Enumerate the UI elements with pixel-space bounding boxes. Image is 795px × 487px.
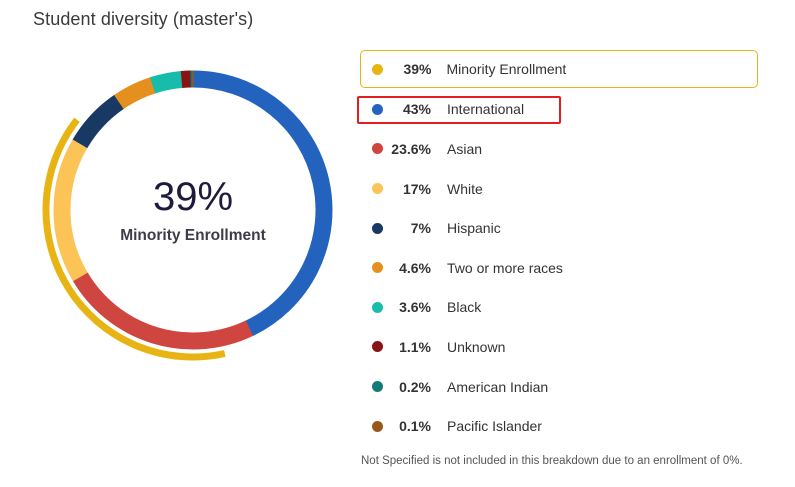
legend-dot [372,381,383,393]
legend-dot [371,63,383,75]
legend-label: White [447,180,483,197]
donut-slice-two-or-more-races[interactable] [114,77,157,110]
legend-dot [372,301,383,313]
legend-percent: 0.2% [399,378,431,395]
legend-label: Pacific Islander [447,418,542,435]
legend-percent: 39% [403,61,432,77]
legend-item-minority-enrollment[interactable]: 39% Minority Enrollment [360,50,758,88]
legend-label: Black [447,299,482,316]
legend-dot [372,183,383,195]
legend-item-international[interactable]: 43% International [360,90,758,130]
footnote: Not Specified is not included in this br… [361,455,743,467]
minority-arc [42,117,226,361]
legend-item-american-indian[interactable]: 0.2% American Indian [360,367,758,407]
legend-dot [372,262,383,274]
legend-label: Minority Enrollment [446,61,567,77]
donut-slice-asian[interactable] [72,271,254,350]
donut-slice-white[interactable] [53,138,88,282]
legend-label: International [447,101,525,118]
legend-dot [372,143,383,155]
legend-item-pacific-islander[interactable]: 0.1% Pacific Islander [360,406,758,446]
legend-item-asian[interactable]: 23.6% Asian [360,129,758,169]
annotation-highlight-box [357,96,561,124]
legend-dot [372,420,383,432]
legend-label: Two or more races [447,259,563,276]
legend-percent: 17% [402,180,431,197]
legend-label: Unknown [447,338,506,355]
legend-item-black[interactable]: 3.6% Black [360,288,758,328]
donut-slice-black[interactable] [149,70,184,94]
donut-chart: 39% Minority Enrollment [42,70,333,361]
legend-percent: 43% [402,101,431,118]
legend-label: American Indian [447,378,549,395]
legend: 39% Minority Enrollment 43% Internationa… [360,50,758,446]
legend-dot [372,222,383,234]
donut-slice-hispanic[interactable] [72,94,125,149]
center-value: 39% [153,175,233,219]
legend-dot [372,341,383,353]
legend-percent: 4.6% [399,259,431,276]
donut-slice-international[interactable] [192,70,333,337]
legend-item-white[interactable]: 17% White [360,169,758,209]
legend-percent: 3.6% [399,299,431,316]
legend-percent: 23.6% [391,140,431,157]
legend-percent: 1.1% [399,338,431,355]
legend-label: Hispanic [447,220,501,237]
legend-dot [372,103,383,115]
legend-label: Asian [447,140,483,157]
legend-item-unknown[interactable]: 1.1% Unknown [360,327,758,367]
chart-title: Student diversity (master's) [33,9,254,29]
center-label: Minority Enrollment [120,227,266,244]
legend-item-two-or-more-races[interactable]: 4.6% Two or more races [360,248,758,288]
donut-slices [53,70,333,350]
legend-item-hispanic[interactable]: 7% Hispanic [360,208,758,248]
legend-percent: 7% [410,220,431,237]
legend-percent: 0.1% [399,418,431,435]
